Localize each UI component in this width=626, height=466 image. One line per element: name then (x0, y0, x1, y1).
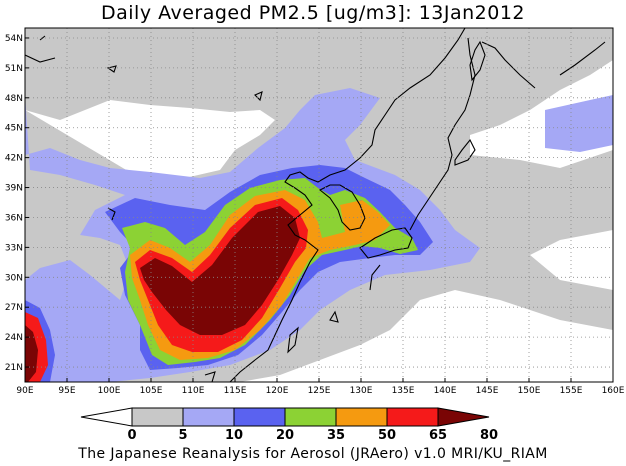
level-80-plus (140, 206, 300, 335)
graticule (25, 28, 613, 382)
lon-tick-label: 145E (476, 386, 499, 396)
colorbar-box (386, 407, 439, 427)
lon-tick-label: 100E (98, 386, 121, 396)
lon-tick-label: 110E (182, 386, 205, 396)
lon-tick-label: 160E (602, 386, 625, 396)
lat-tick-label: 48N (5, 94, 23, 104)
colorbar-low-triangle (80, 407, 133, 427)
lat-tick-label: 21N (5, 363, 23, 373)
colorbar-level-label: 10 (225, 428, 243, 443)
lon-tick-label: 120E (266, 386, 289, 396)
lon-tick-label: 95E (58, 386, 75, 396)
lat-tick-label: 54N (5, 34, 23, 44)
lat-tick-label: 24N (5, 333, 23, 343)
colorbar-box (335, 407, 388, 427)
lon-tick-label: 125E (308, 386, 331, 396)
colorbar-level-label: 0 (127, 428, 136, 443)
lon-tick-label: 115E (224, 386, 247, 396)
latitude-ticks: 21N 24N 27N 30N 33N 36N 39N 42N 45N 48N 51N 54N (5, 34, 29, 373)
colorbar-level-label: 35 (327, 428, 345, 443)
colorbar-box (131, 407, 184, 427)
colorbar-labels: 0 5 10 20 35 50 65 80 (127, 428, 498, 443)
lon-tick-label: 90E (16, 386, 33, 396)
lon-tick-label: 135E (392, 386, 415, 396)
lat-tick-label: 36N (5, 213, 23, 223)
lon-tick-label: 130E (350, 386, 373, 396)
colorbar-level-label: 20 (276, 428, 294, 443)
lon-tick-label: 140E (434, 386, 457, 396)
lon-tick-label: 155E (560, 386, 583, 396)
longitude-ticks: 90E 95E 100E 105E 110E 115E 120E 125E 130E 135E 14… (16, 378, 625, 396)
colorbar-level-label: 5 (178, 428, 187, 443)
level-80-plus-west (25, 325, 38, 382)
map-title: Daily Averaged PM2.5 [ug/m3]: 13Jan2012 (100, 2, 526, 24)
lat-tick-label: 51N (5, 64, 23, 74)
level-10-20-east (545, 95, 613, 152)
colorbar-level-label: 50 (378, 428, 396, 443)
lon-tick-label: 150E (518, 386, 541, 396)
colorbar-box (182, 407, 235, 427)
lon-tick-label: 105E (140, 386, 163, 396)
colorbar-level-label: 65 (429, 428, 447, 443)
lat-tick-label: 27N (5, 303, 23, 313)
colorbar-box (284, 407, 337, 427)
lat-tick-label: 39N (5, 184, 23, 194)
colorbar-level-label: 80 (480, 428, 498, 443)
colorbar-high-triangle (437, 407, 490, 427)
lat-tick-label: 42N (5, 154, 23, 164)
lat-tick-label: 33N (5, 243, 23, 253)
colorbar-boxes (80, 407, 490, 427)
lat-tick-label: 45N (5, 124, 23, 134)
footer-credit: The Japanese Reanalysis for Aerosol (JRA… (78, 446, 548, 462)
coastlines (25, 28, 606, 382)
colorbar-box (233, 407, 286, 427)
lat-tick-label: 30N (5, 273, 23, 283)
